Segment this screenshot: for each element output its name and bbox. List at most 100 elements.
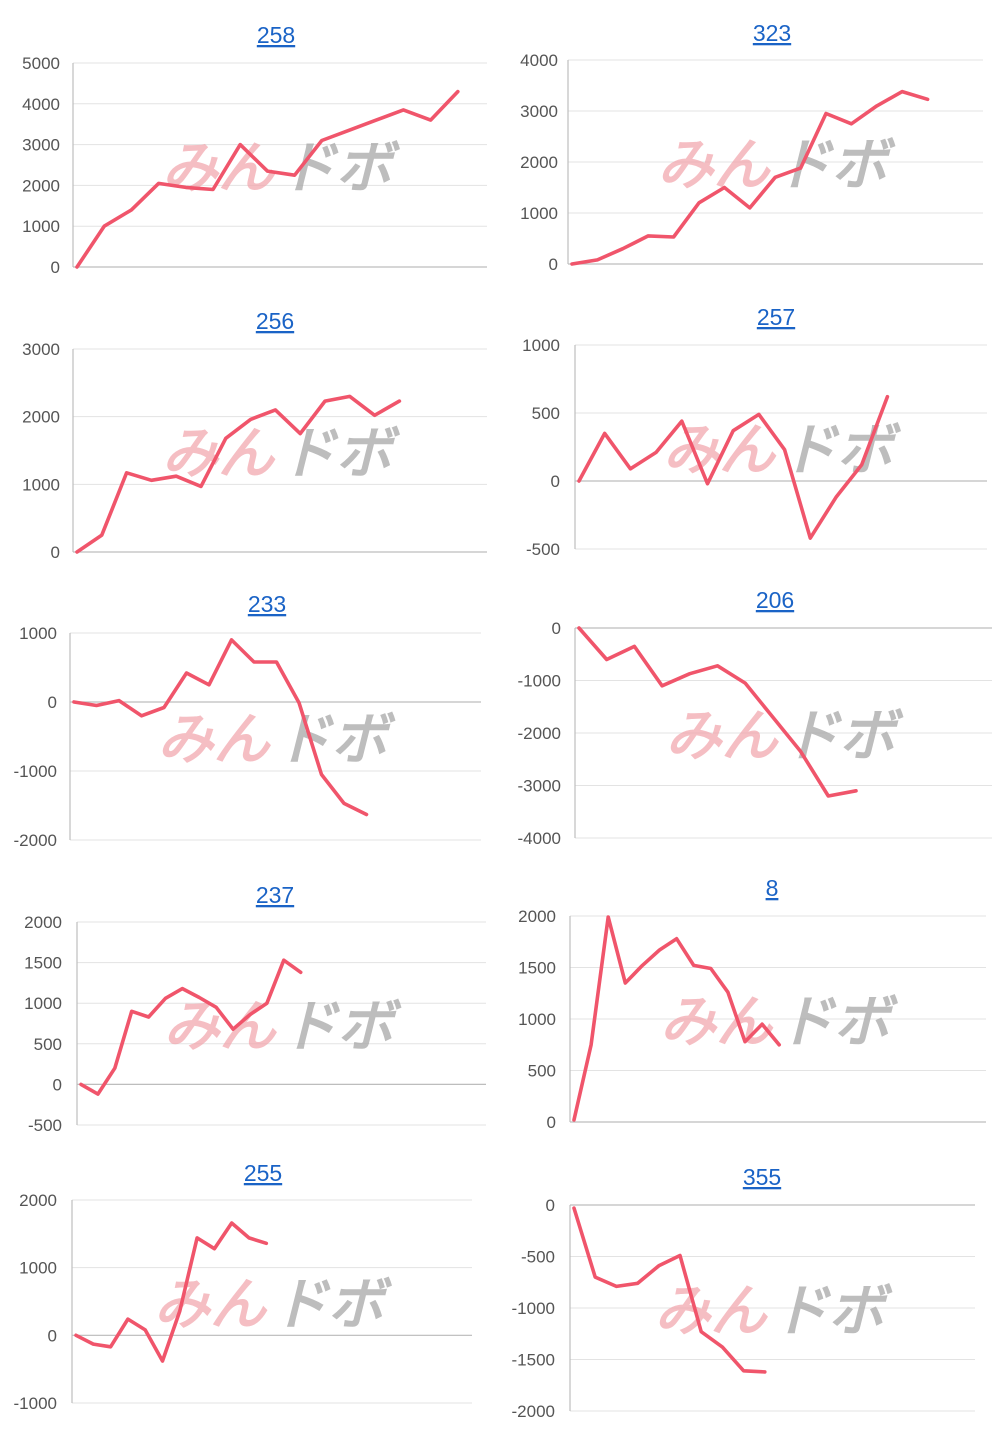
y-tick-label: 0 (551, 472, 560, 491)
y-tick-label: 2000 (520, 153, 558, 172)
svg-text:ドボ: ドボ (282, 995, 402, 1058)
watermark-logo: みん ドボ (158, 708, 396, 771)
y-tick-label: 1500 (518, 959, 556, 978)
series-line (572, 1206, 767, 1374)
y-tick-label: 0 (549, 255, 558, 274)
y-tick-label: 500 (528, 1062, 556, 1081)
series-line (75, 89, 460, 269)
chart-title-link[interactable]: 206 (756, 587, 794, 613)
y-tick-label: -1000 (14, 762, 57, 781)
y-tick-label: 2000 (518, 907, 556, 926)
y-tick-label: 1000 (22, 475, 60, 494)
series-line (74, 1221, 269, 1363)
chart-panel: -4000 -3000 -2000 -1000 0 みん ドボ 206 (518, 587, 992, 848)
y-tick-label: 1000 (19, 624, 57, 643)
series-line (577, 626, 858, 798)
y-tick-label: 2000 (22, 176, 60, 195)
watermark-logo: みん ドボ (663, 418, 901, 481)
chart-panel: 0 1000 2000 3000 4000 みん ドボ 323 (520, 20, 983, 274)
y-tick-label: -500 (28, 1116, 62, 1135)
svg-text:みん: みん (164, 995, 278, 1058)
y-tick-label: 500 (34, 1035, 62, 1054)
chart-title-link[interactable]: 237 (256, 882, 294, 908)
y-tick-label: 1000 (520, 204, 558, 223)
y-tick-label: 3000 (22, 136, 60, 155)
svg-text:ドボ: ドボ (276, 708, 396, 771)
svg-text:ドボ: ドボ (776, 133, 896, 196)
svg-text:みん: みん (154, 1273, 268, 1336)
y-tick-label: -1000 (518, 672, 561, 691)
y-tick-label: 2000 (24, 913, 62, 932)
svg-text:ドボ: ドボ (773, 1279, 893, 1342)
series-line (572, 915, 782, 1122)
y-tick-label: 0 (546, 1196, 555, 1215)
y-tick-label: -500 (521, 1248, 555, 1267)
y-tick-label: 0 (51, 543, 60, 562)
svg-text:みん: みん (162, 136, 276, 199)
svg-text:みん: みん (666, 704, 780, 767)
svg-text:みん: みん (655, 1279, 769, 1342)
y-tick-label: 1000 (518, 1010, 556, 1029)
svg-text:ドボ: ドボ (778, 990, 898, 1053)
y-tick-label: 0 (53, 1075, 62, 1094)
y-tick-label: -1500 (512, 1351, 555, 1370)
y-tick-label: 500 (532, 404, 560, 423)
y-tick-label: 5000 (22, 54, 60, 73)
watermark-logo: みん ドボ (660, 990, 898, 1053)
series-line (577, 394, 890, 540)
svg-text:ドボ: ドボ (272, 1273, 392, 1336)
svg-text:ドボ: ドボ (784, 704, 904, 767)
y-tick-label: 1500 (24, 954, 62, 973)
chart-panel: -500 0 500 1000 1500 2000 みん ドボ 237 (24, 882, 486, 1135)
chart-title-link[interactable]: 258 (257, 22, 295, 48)
chart-title-link[interactable]: 323 (753, 20, 791, 46)
y-tick-label: -3000 (518, 777, 561, 796)
series-line (72, 638, 369, 817)
chart-title-link[interactable]: 355 (743, 1164, 781, 1190)
y-tick-label: 3000 (520, 102, 558, 121)
chart-title-link[interactable]: 256 (256, 308, 294, 334)
chart-title-link[interactable]: 233 (248, 591, 286, 617)
chart-panel: -2000 -1000 0 1000 みん ドボ 233 (14, 591, 481, 850)
svg-text:ドボ: ドボ (280, 136, 400, 199)
y-tick-label: -2000 (14, 831, 57, 850)
svg-text:みん: みん (658, 133, 772, 196)
series-line (75, 394, 402, 554)
y-tick-label: 1000 (19, 1259, 57, 1278)
chart-title-link[interactable]: 8 (766, 875, 779, 901)
y-tick-label: 4000 (22, 95, 60, 114)
chart-panel: 0 1000 2000 3000 みん ドボ 256 (22, 308, 487, 562)
svg-text:みん: みん (660, 990, 774, 1053)
chart-title-link[interactable]: 255 (244, 1160, 282, 1186)
y-tick-label: -4000 (518, 829, 561, 848)
series-line (570, 89, 930, 266)
chart-panel: -1000 0 1000 2000 みん ドボ 255 (14, 1160, 472, 1413)
y-tick-label: 0 (51, 258, 60, 277)
chart-panel: -500 0 500 1000 みん ドボ 257 (522, 304, 987, 559)
y-tick-label: 0 (48, 1326, 57, 1345)
y-tick-label: -2000 (512, 1402, 555, 1421)
watermark-logo: みん ドボ (162, 136, 400, 199)
chart-title-link[interactable]: 257 (757, 304, 795, 330)
chart-panel: -2000 -1500 -1000 -500 0 みん ドボ 355 (512, 1164, 975, 1421)
watermark-logo: みん ドボ (154, 1273, 392, 1336)
y-tick-label: -2000 (518, 724, 561, 743)
series-line (79, 958, 303, 1096)
y-tick-label: 1000 (522, 336, 560, 355)
y-tick-label: 1000 (24, 994, 62, 1013)
watermark-logo: みん ドボ (658, 133, 896, 196)
watermark-logo: みん ドボ (666, 704, 904, 767)
y-tick-label: -500 (526, 540, 560, 559)
watermark-logo: みん ドボ (162, 422, 400, 485)
y-tick-label: -1000 (14, 1394, 57, 1413)
y-tick-label: 0 (48, 693, 57, 712)
y-tick-label: 2000 (22, 408, 60, 427)
y-tick-label: 1000 (22, 217, 60, 236)
y-tick-label: 0 (547, 1113, 556, 1132)
chart-panel: 0 500 1000 1500 2000 みん ドボ 8 (518, 875, 986, 1132)
chart-panel: 0 1000 2000 3000 4000 5000 みん ドボ 258 (22, 22, 487, 277)
y-tick-label: 2000 (19, 1191, 57, 1210)
watermark-logo: みん ドボ (655, 1279, 893, 1342)
y-tick-label: 4000 (520, 51, 558, 70)
